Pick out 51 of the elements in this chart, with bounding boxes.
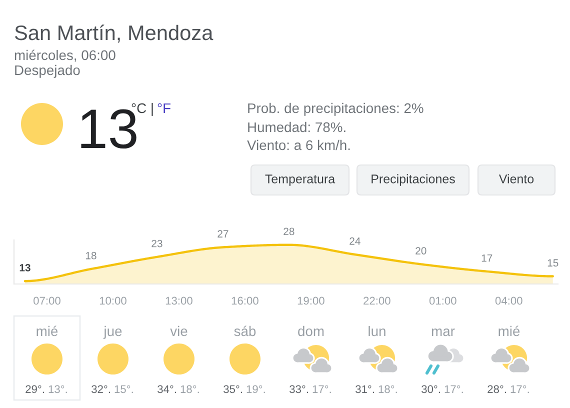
data-label: 23	[152, 240, 162, 248]
x-tick-label: 10:00	[100, 296, 126, 305]
text: Temperatura	[265, 174, 336, 186]
text: vie	[170, 326, 188, 336]
text: jue	[103, 326, 122, 339]
x-tick-label: 19:00	[298, 296, 324, 305]
text: 32°.	[92, 385, 110, 394]
data-label: 18	[86, 252, 96, 260]
text: 33°.	[290, 385, 308, 394]
text: 31°.	[356, 385, 374, 394]
x-tick-label: 07:00	[34, 296, 60, 305]
text: mar	[432, 328, 455, 336]
data-label: 27	[218, 230, 228, 238]
text: Viento: a 6 km/h.	[247, 140, 350, 150]
text: 28°.	[488, 385, 506, 394]
text: Prob. de precipitaciones: 2%	[248, 102, 424, 116]
text: 35°.	[224, 385, 242, 394]
data-label: 13	[20, 264, 30, 272]
text: 13°.	[48, 385, 67, 394]
text: 29°.	[26, 385, 44, 394]
text: mié	[36, 326, 58, 336]
text: sáb	[234, 326, 256, 336]
x-tick-label: 01:00	[429, 296, 456, 305]
text: dom	[298, 326, 324, 336]
text: 17°.	[312, 385, 331, 393]
text: 19°.	[246, 385, 265, 394]
text: 17°.	[510, 385, 529, 393]
text: 18°.	[180, 385, 199, 394]
x-tick-label: 16:00	[232, 296, 258, 305]
text: Viento	[498, 174, 534, 184]
text: 15°.	[114, 385, 133, 394]
text: Despejado	[15, 64, 80, 78]
text: miércoles, 06:00	[14, 50, 116, 62]
x-tick-label: 22:00	[364, 296, 390, 305]
x-tick-label: 04:00	[495, 296, 522, 305]
data-label: 28	[284, 228, 294, 236]
text: San Martín, Mendoza	[14, 24, 214, 43]
text: Humedad: 78%.	[248, 122, 346, 132]
text: 30°.	[422, 385, 440, 394]
text: 34°.	[158, 385, 176, 394]
text: mié	[498, 326, 520, 336]
data-label: 15	[548, 259, 558, 267]
text: °F	[158, 103, 170, 113]
text: 18°.	[378, 385, 397, 394]
data-label: 20	[416, 247, 426, 254]
text: 17°.	[444, 385, 463, 393]
x-tick-label: 13:00	[166, 296, 192, 305]
text: lun	[368, 326, 386, 336]
text: Precipitaciones	[372, 174, 455, 186]
data-label: 17	[482, 254, 492, 262]
data-label: 24	[350, 237, 360, 245]
